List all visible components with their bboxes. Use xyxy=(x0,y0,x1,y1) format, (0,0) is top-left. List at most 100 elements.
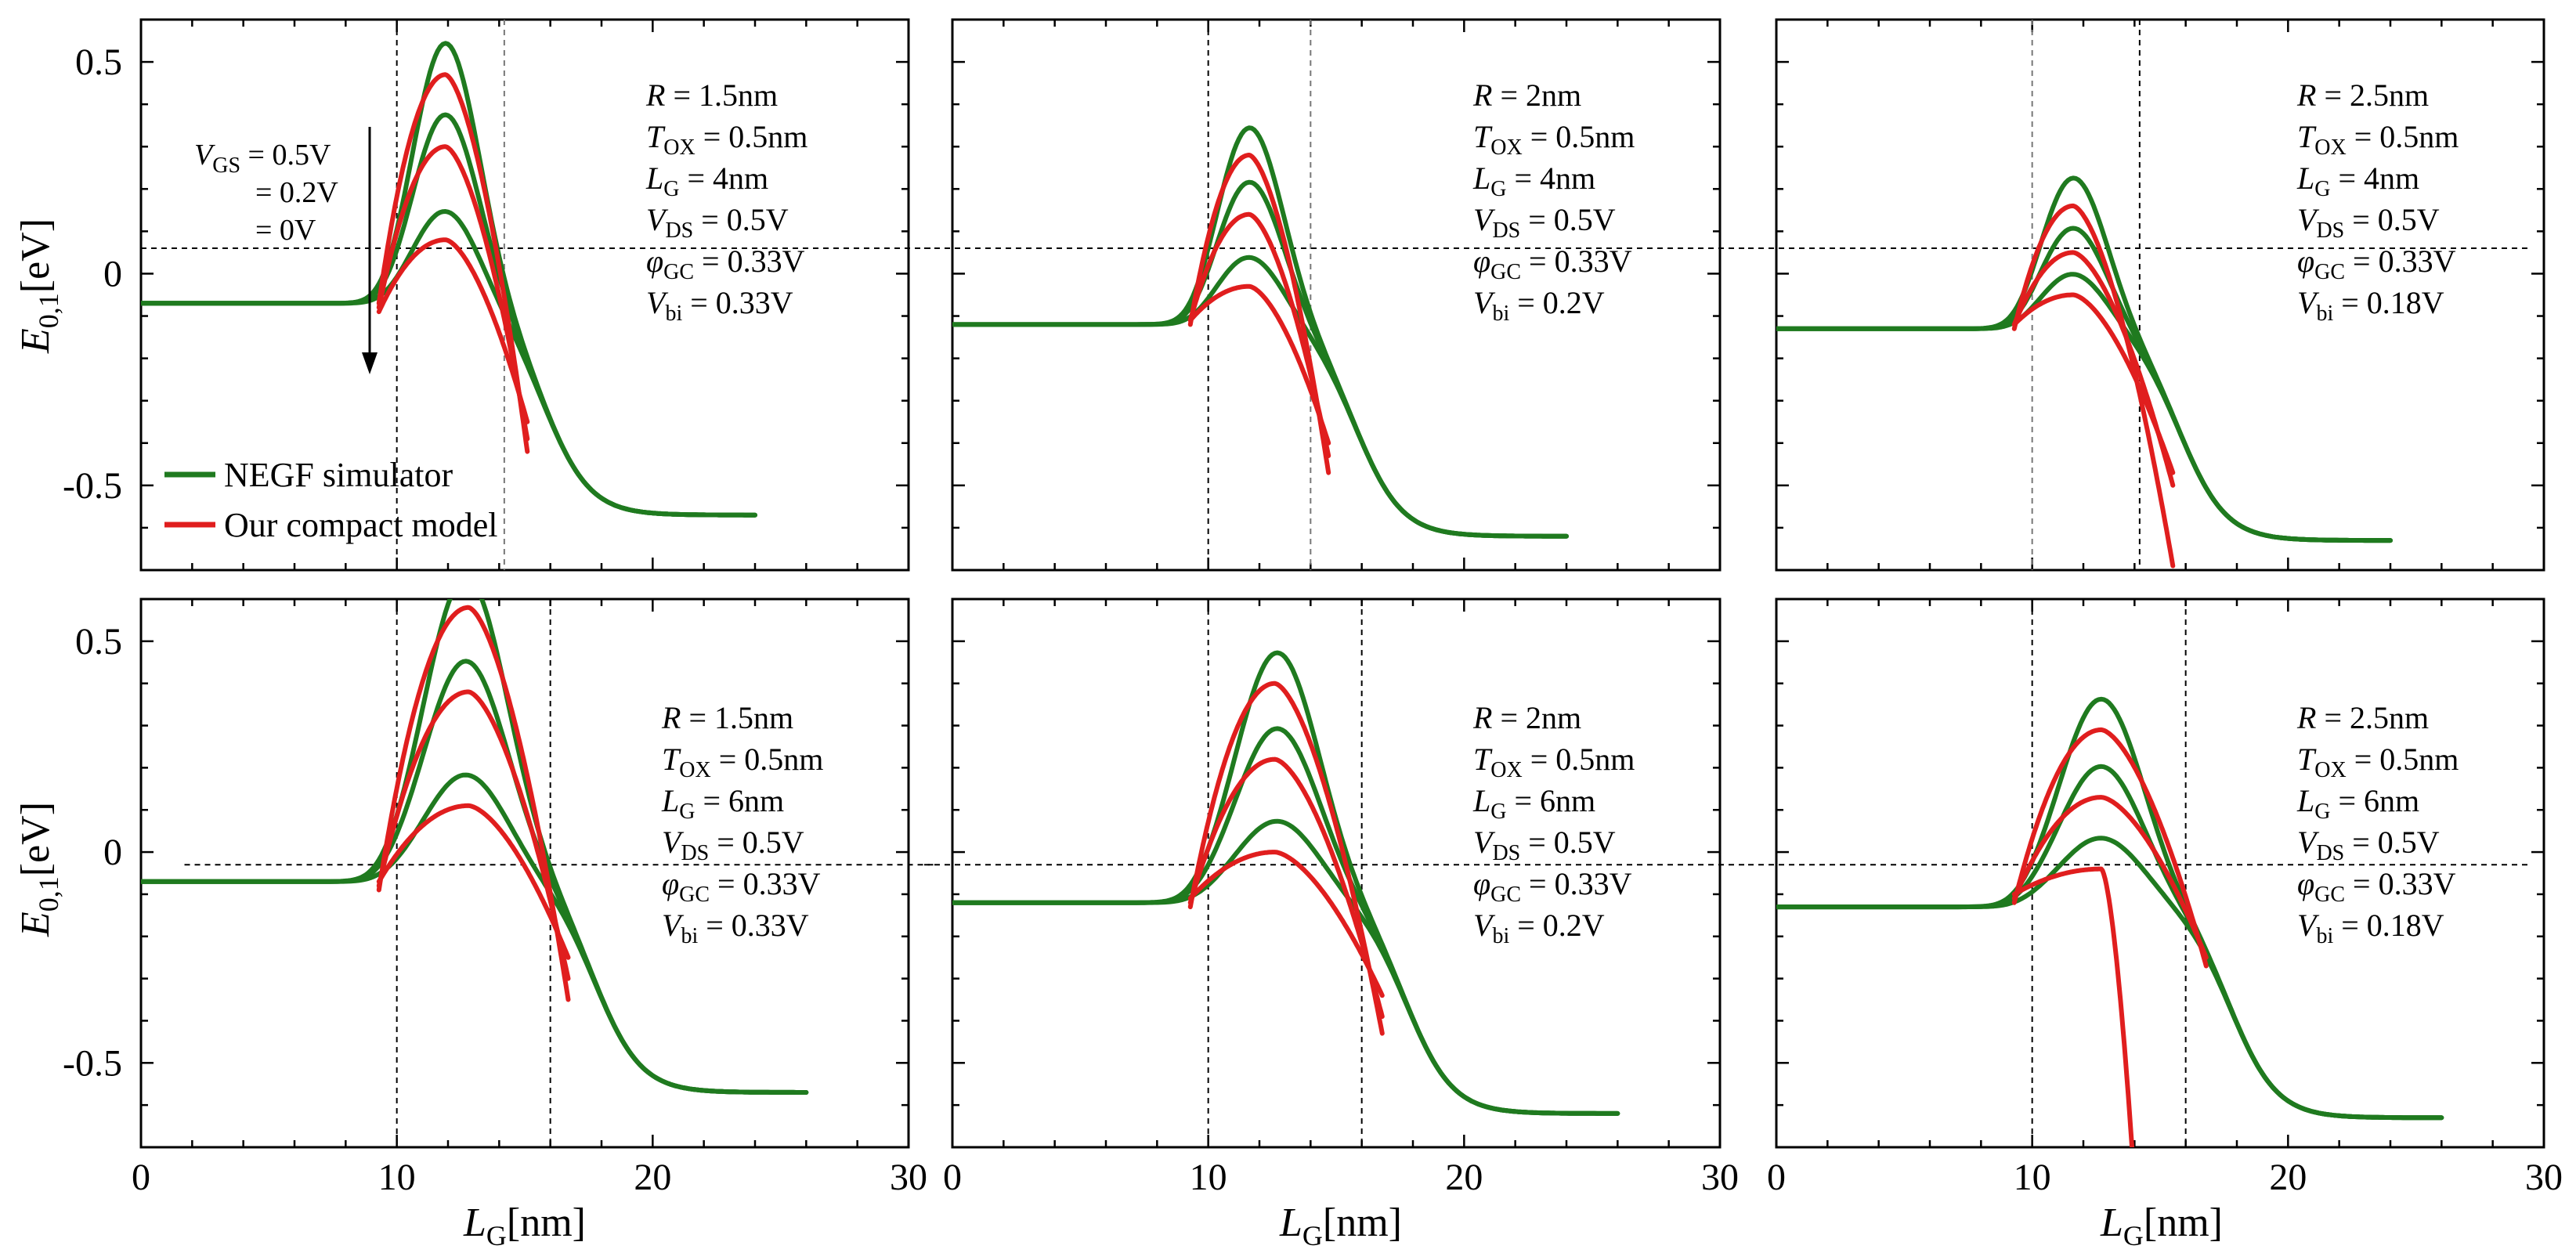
svg-text:VGS = 0.5V: VGS = 0.5V xyxy=(194,139,331,178)
y-tick-label: -0.5 xyxy=(63,465,122,507)
param-line: R = 2.5nm xyxy=(2296,700,2429,735)
param-line: φGC = 0.33V xyxy=(662,866,821,907)
plot-frame xyxy=(139,18,910,572)
y-axis-title-bottom: E0,1[eV] xyxy=(13,802,64,937)
plot-frame xyxy=(139,598,910,1149)
param-line: TOX = 0.5nm xyxy=(662,742,823,782)
param-line: TOX = 0.5nm xyxy=(2297,119,2459,160)
x-axis-title-3: LG[nm] xyxy=(2100,1200,2223,1251)
param-line: φGC = 0.33V xyxy=(2297,866,2456,907)
svg-text:= 0.2V: = 0.2V xyxy=(255,176,338,209)
svg-text:E0,1[eV]: E0,1[eV] xyxy=(13,218,64,354)
compact-curve-vgs-0V xyxy=(2011,866,2135,1147)
compact-curve-vgs-0.5V xyxy=(1187,153,1331,475)
vgs-annotation: VGS = 0.5V = 0.2V = 0V xyxy=(194,127,378,374)
x-tick-label: 10 xyxy=(1190,1157,1227,1198)
param-line: R = 1.5nm xyxy=(645,78,778,113)
param-line: Vbi = 0.33V xyxy=(646,285,793,326)
param-line: LG = 6nm xyxy=(2296,783,2419,824)
param-line: φGC = 0.33V xyxy=(2297,244,2456,284)
x-tick-label: 20 xyxy=(1445,1157,1483,1198)
compact-curve-vgs-0V xyxy=(1187,283,1331,446)
x-tick-label: 10 xyxy=(378,1157,416,1198)
compact-curve-vgs-0.5V xyxy=(376,72,530,454)
param-line: TOX = 0.5nm xyxy=(646,119,807,160)
param-line: φGC = 0.33V xyxy=(646,244,805,284)
negf-curve-vgs-0V xyxy=(1776,836,2444,1121)
param-line: Vbi = 0.33V xyxy=(662,908,809,948)
param-line: LG = 4nm xyxy=(1472,161,1595,201)
x-tick-label: 0 xyxy=(943,1157,962,1198)
param-line: R = 2.5nm xyxy=(2296,78,2429,113)
compact-curve-vgs-0V xyxy=(376,803,571,960)
legend-label-negf: NEGF simulator xyxy=(224,456,453,494)
compact-curve-vgs-0.5V xyxy=(2011,203,2176,569)
x-tick-label: 10 xyxy=(2014,1157,2051,1198)
param-line: VDS = 0.5V xyxy=(646,202,789,243)
param-line: LG = 4nm xyxy=(645,161,768,201)
y-tick-label: 0 xyxy=(103,832,122,873)
negf-curve-vgs-0V xyxy=(141,772,809,1095)
param-line: φGC = 0.33V xyxy=(1473,866,1632,907)
compact-curve-vgs-0V xyxy=(376,237,530,424)
compact-curve-vgs-0.5V xyxy=(1187,681,1385,1036)
param-line: TOX = 0.5nm xyxy=(1473,742,1635,782)
plot-frame xyxy=(951,18,1722,572)
x-tick-label: 30 xyxy=(1701,1157,1739,1198)
param-line: R = 2nm xyxy=(1472,78,1581,113)
x-tick-label: 0 xyxy=(1767,1157,1786,1198)
param-line: Vbi = 0.18V xyxy=(2297,908,2444,948)
negf-curve-vgs-0.5V xyxy=(141,599,809,1095)
param-line: VDS = 0.5V xyxy=(2297,825,2440,865)
param-line: TOX = 0.5nm xyxy=(1473,119,1635,160)
negf-curve-vgs-0V xyxy=(141,209,757,518)
negf-curve-vgs-0V xyxy=(952,255,1569,539)
param-line: Vbi = 0.2V xyxy=(1473,908,1605,948)
param-line: R = 1.5nm xyxy=(661,700,793,735)
compact-curve-vgs-0.2V xyxy=(2011,795,2209,960)
plot-frame xyxy=(951,598,1722,1149)
vgs-arrow-head xyxy=(362,352,378,374)
compact-curve-vgs-0.2V xyxy=(376,144,530,442)
param-line: LG = 6nm xyxy=(1472,783,1595,824)
compact-curve-vgs-0.2V xyxy=(2011,250,2176,488)
compact-curve-vgs-0.2V xyxy=(1187,211,1331,458)
x-tick-label: 20 xyxy=(634,1157,671,1198)
param-line: Vbi = 0.2V xyxy=(1473,285,1605,326)
legend-label-compact: Our compact model xyxy=(224,506,497,544)
param-line: TOX = 0.5nm xyxy=(2297,742,2459,782)
param-line: VDS = 0.5V xyxy=(1473,202,1616,243)
x-tick-label: 30 xyxy=(890,1157,927,1198)
param-line: VDS = 0.5V xyxy=(2297,202,2440,243)
compact-curve-vgs-0.5V xyxy=(376,605,571,1002)
compact-curve-vgs-0V xyxy=(1187,850,1385,998)
y-tick-label: -0.5 xyxy=(63,1042,122,1084)
svg-text:E0,1[eV]: E0,1[eV] xyxy=(13,802,64,937)
param-line: LG = 4nm xyxy=(2296,161,2419,201)
param-line: φGC = 0.33V xyxy=(1473,244,1632,284)
compact-curve-vgs-0.5V xyxy=(2011,727,2209,969)
compact-curve-vgs-0.2V xyxy=(1187,756,1385,1020)
legend: NEGF simulator Our compact model xyxy=(164,456,497,544)
y-axis-title-top: E0,1[eV] xyxy=(13,218,64,354)
y-tick-label: 0 xyxy=(103,253,122,294)
negf-curve-vgs-0V xyxy=(952,818,1620,1116)
y-tick-label: 0.5 xyxy=(75,621,122,662)
param-line: R = 2nm xyxy=(1472,700,1581,735)
plot-frame xyxy=(1775,18,2545,572)
x-axis-title-1: LG[nm] xyxy=(463,1200,586,1251)
param-line: VDS = 0.5V xyxy=(1473,825,1616,865)
compact-curve-vgs-0V xyxy=(2011,292,2176,475)
negf-curve-vgs-0V xyxy=(1776,272,2393,543)
x-tick-label: 20 xyxy=(2269,1157,2307,1198)
param-line: VDS = 0.5V xyxy=(662,825,804,865)
param-line: Vbi = 0.18V xyxy=(2297,285,2444,326)
plot-frame xyxy=(1775,598,2545,1149)
